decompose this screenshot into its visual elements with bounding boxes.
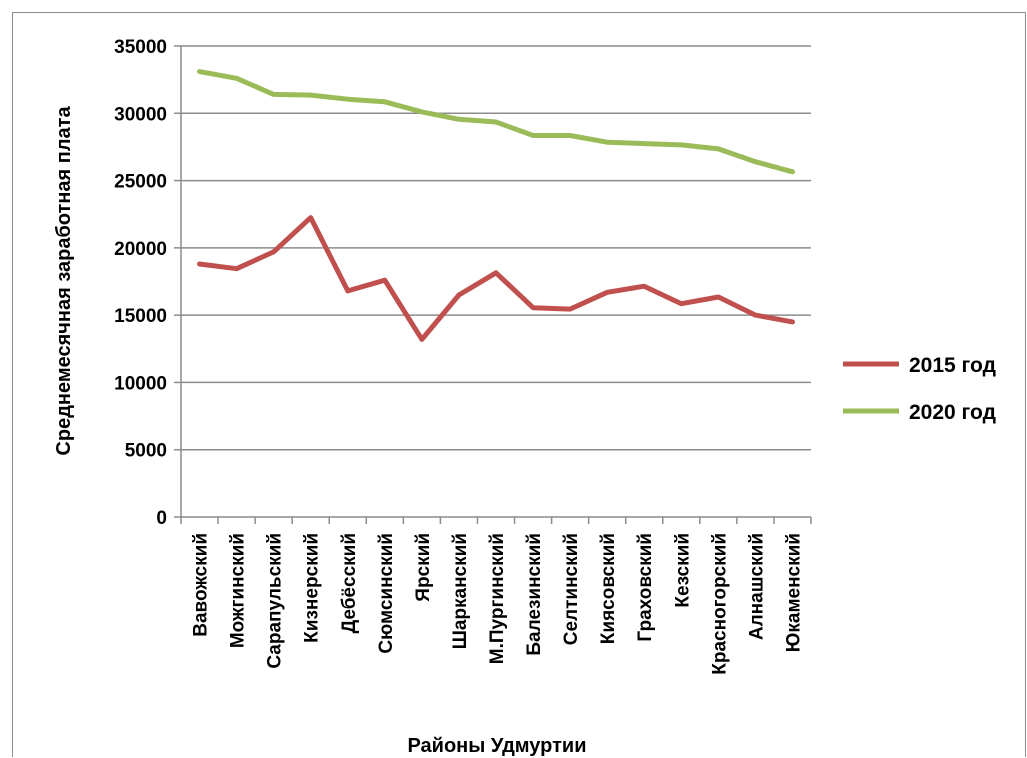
y-tick-labels: 0 5000 10000 15000 20000 25000 30000 35000 [114, 37, 167, 529]
category-label: Можгинский [228, 533, 249, 648]
y-tick-label: 0 [156, 508, 167, 529]
category-label: Киясовский [598, 533, 619, 644]
x-tick-marks [180, 517, 812, 524]
series-lines [197, 69, 795, 342]
y-tick-label: 20000 [114, 239, 167, 260]
category-label: Сюмсинский [376, 533, 397, 654]
category-label: Балезинский [524, 533, 545, 656]
category-label: Селтинский [561, 533, 582, 645]
axes [180, 46, 811, 518]
x-axis-title: Районы Удмуртии [407, 735, 586, 757]
y-tick-label: 25000 [114, 172, 167, 193]
category-labels: Вавожский Можгинский Сарапульский Кизнерски… [191, 533, 805, 675]
category-label: Дебёсский [339, 533, 360, 633]
category-label: М.Пургинский [487, 533, 508, 664]
legend-label: 2020 год [909, 401, 996, 424]
chart-frame [12, 12, 1026, 757]
y-tick-label: 15000 [114, 306, 167, 327]
legend: 2015 год 2020 год [843, 354, 996, 424]
series-line-2 [197, 69, 795, 175]
gridlines [174, 45, 811, 518]
category-label: Сарапульский [265, 533, 286, 669]
y-tick-label: 10000 [114, 373, 167, 394]
category-label: Вавожский [191, 533, 212, 637]
category-label: Юкаменский [783, 533, 804, 652]
legend-label: 2015 год [909, 354, 996, 377]
category-label: Алнашский [746, 533, 767, 640]
category-label: Красногорский [709, 533, 730, 675]
category-label: Кезский [672, 533, 693, 608]
y-tick-label: 5000 [125, 441, 167, 462]
category-label: Граховский [635, 533, 656, 642]
category-label: Ярский [413, 533, 434, 602]
y-tick-label: 35000 [114, 37, 167, 58]
y-axis-title: Среднемесячная заработная плата [53, 106, 75, 456]
category-label: Кизнерский [302, 533, 323, 643]
series-line-1 [197, 215, 795, 342]
y-tick-label: 30000 [114, 104, 167, 125]
category-label: Шарканский [450, 533, 471, 649]
